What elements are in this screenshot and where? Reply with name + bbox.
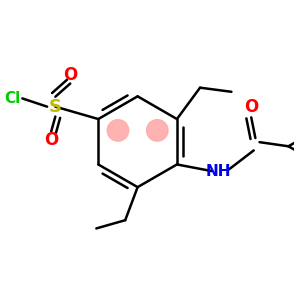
Circle shape (107, 120, 129, 141)
Circle shape (146, 120, 168, 141)
Text: O: O (244, 98, 258, 116)
Text: O: O (63, 66, 77, 84)
Text: S: S (49, 98, 62, 116)
Text: O: O (44, 131, 58, 149)
Text: NH: NH (206, 164, 231, 178)
Text: Cl: Cl (4, 91, 21, 106)
